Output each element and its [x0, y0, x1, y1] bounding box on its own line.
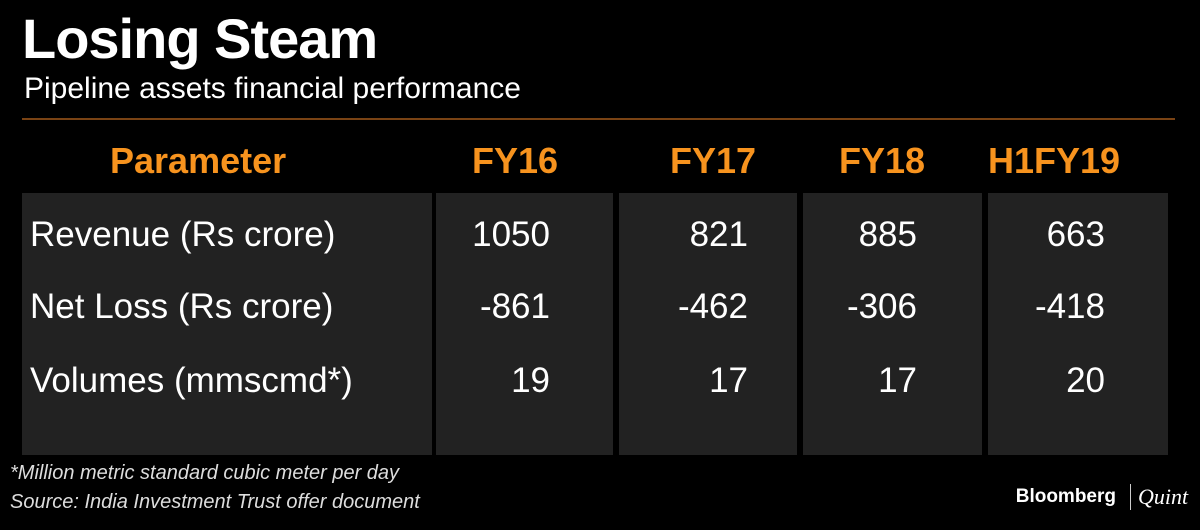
value-cell: 17	[878, 361, 917, 400]
column-panel	[619, 193, 797, 455]
column-panel	[803, 193, 982, 455]
column-header: FY17	[669, 140, 756, 181]
value-cell: 17	[709, 361, 748, 400]
value-cell: -861	[479, 287, 550, 326]
column-header: FY16	[471, 140, 558, 181]
source: Source: India Investment Trust offer doc…	[10, 491, 420, 513]
column-panel	[988, 193, 1168, 455]
column-header: Parameter	[110, 140, 287, 181]
column-header: H1FY19	[988, 140, 1121, 181]
row-label: Net Loss (Rs crore)	[30, 287, 334, 326]
value-cell: -462	[677, 287, 748, 326]
brand-separator	[1130, 484, 1131, 510]
row-label: Volumes (mmscmd*)	[30, 361, 353, 400]
value-cell: 885	[858, 215, 917, 254]
subtitle: Pipeline assets financial performance	[24, 72, 521, 105]
brand-partner: Quint	[1138, 484, 1189, 509]
value-cell: -418	[1034, 287, 1105, 326]
divider	[22, 118, 1175, 120]
value-cell: 663	[1046, 215, 1105, 254]
value-cell: 1050	[472, 215, 550, 254]
footnote: *Million metric standard cubic meter per…	[10, 462, 400, 484]
value-cell: 20	[1066, 361, 1105, 400]
row-label: Revenue (Rs crore)	[30, 215, 336, 254]
value-cell: 821	[689, 215, 748, 254]
brand: Bloomberg	[1015, 486, 1116, 507]
column-panel	[22, 193, 432, 455]
value-cell: -306	[846, 287, 917, 326]
title: Losing Steam	[22, 7, 378, 70]
column-panel	[436, 193, 613, 455]
value-cell: 19	[511, 361, 550, 400]
column-header: FY18	[838, 140, 925, 181]
